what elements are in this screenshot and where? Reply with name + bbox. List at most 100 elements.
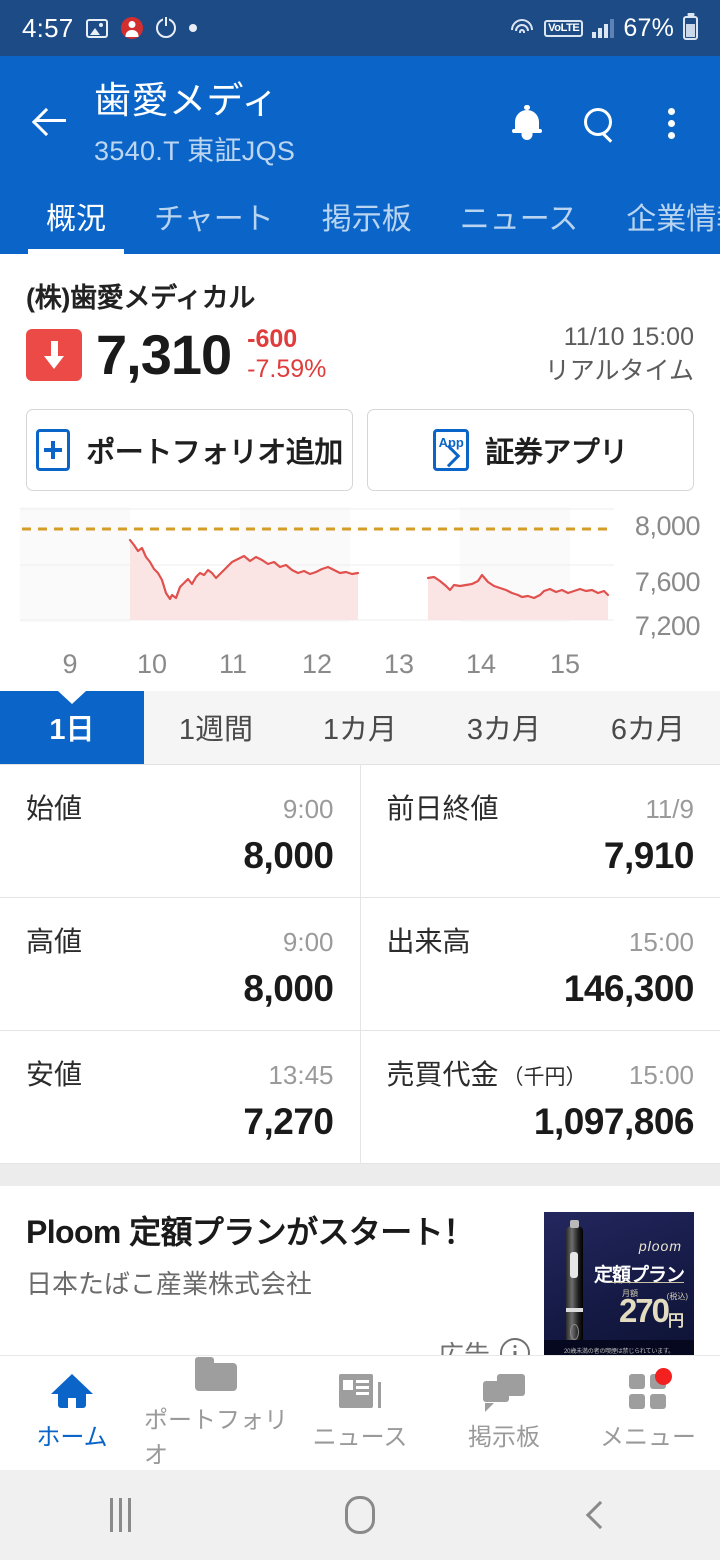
app-bar-actions (498, 74, 700, 152)
section-divider (0, 1163, 720, 1186)
stat-turnover: 売買代金 （千円） 15:00 1,097,806 (360, 1031, 720, 1164)
stat-time: 15:00 (628, 926, 694, 957)
stat-time: 11/9 (645, 793, 694, 824)
tab-news[interactable]: ニュース (459, 203, 579, 236)
x-tick-0: 9 (62, 648, 78, 679)
ad-price-value: 270 (618, 1291, 670, 1329)
device-button (570, 1323, 579, 1340)
stat-value: 8,000 (243, 834, 334, 876)
image-icon (86, 18, 109, 38)
device-band (566, 1307, 583, 1312)
ad-advertiser: 日本たばこ産業株式会社 (26, 1268, 313, 1299)
table-row: 高値 9:00 8,000 出来高 15:00 146,300 (0, 897, 720, 1031)
stats-table: 始値 9:00 8,000 前日終値 11/9 7,910 高値 9:00 8,… (0, 764, 720, 1164)
status-bar-right: VoLTE 67% (509, 14, 698, 43)
stat-label: 安値 (26, 1058, 83, 1090)
ad-text-group: Ploom 定額プランがスタート！ 日本たばこ産業株式会社 広告 (26, 1212, 544, 1372)
stat-label: 始値 (26, 792, 83, 824)
bottom-nav-home[interactable]: ホーム (0, 1356, 144, 1470)
tab-gaikyo[interactable]: 概況 (22, 194, 130, 254)
wifi-icon (509, 18, 535, 38)
recent-apps-icon (109, 1498, 131, 1532)
chart-plot-area (20, 506, 614, 622)
dot-icon (189, 24, 198, 32)
y-tick-1: 7,600 (634, 566, 701, 597)
x-tick-5: 14 (465, 648, 497, 679)
system-back-button[interactable] (480, 1500, 720, 1530)
y-tick-0: 8,000 (634, 510, 701, 541)
ad-plan-underline (610, 1281, 684, 1283)
ad-title: Ploom 定額プランがスタート！ (26, 1213, 475, 1250)
bell-icon (512, 105, 542, 140)
notification-button[interactable] (498, 94, 556, 152)
stat-value: 8,000 (243, 967, 334, 1009)
ad-creative-image[interactable]: ploom 定額プラン 月額 270 円 (税込) 20歳未満の者の喫煙は禁じら… (544, 1211, 694, 1362)
status-bar-left: 4:57 (22, 12, 198, 44)
period-3m[interactable]: 3カ月 (466, 714, 542, 746)
search-icon (584, 108, 614, 138)
stat-value: 7,910 (603, 834, 695, 876)
stat-label: 売買代金 (386, 1058, 499, 1090)
tab-board[interactable]: 掲示板 (321, 203, 412, 236)
board-icon (483, 1374, 525, 1412)
bottom-nav-board[interactable]: 掲示板 (432, 1356, 576, 1470)
period-6m[interactable]: 6カ月 (610, 714, 686, 746)
tab-company-info[interactable]: 企業情報 (626, 203, 720, 236)
stat-prev-close: 前日終値 11/9 7,910 (360, 765, 720, 898)
stat-unit: （千円） (502, 1065, 587, 1089)
tab-chart[interactable]: チャート (154, 203, 274, 236)
bottom-nav-label: 掲示板 (468, 1424, 540, 1451)
bottom-nav-label: ホーム (36, 1424, 108, 1451)
stat-time: 9:00 (282, 793, 334, 824)
period-1d[interactable]: 1日 (0, 690, 144, 764)
app-bar-top: 歯愛メディ 3540.T 東証JQS (20, 74, 700, 168)
price-change-percent: -7.59% (247, 354, 327, 383)
arrow-down-icon (26, 328, 82, 381)
current-price: 7,310 (96, 322, 232, 386)
overflow-menu-button[interactable] (642, 94, 700, 152)
stat-volume: 出来高 15:00 146,300 (360, 898, 720, 1031)
plus-box-icon (36, 428, 71, 471)
broker-app-button[interactable]: App 証券アプリ (367, 408, 694, 491)
stat-high: 高値 9:00 8,000 (0, 897, 361, 1031)
price-row: 7,310 -600 -7.59% 11/10 15:00 リアルタイム (0, 315, 720, 389)
add-to-portfolio-button[interactable]: ポートフォリオ追加 (26, 408, 353, 491)
bottom-nav-portfolio[interactable]: ポートフォリオ (144, 1356, 288, 1470)
period-1m[interactable]: 1カ月 (322, 714, 398, 746)
bottom-navigation: ホーム ポートフォリオ ニュース 掲示板 メニュー (0, 1355, 720, 1470)
table-row: 安値 13:45 7,270 売買代金 （千円） 15:00 1,097,806 (0, 1030, 720, 1164)
y-tick-2: 7,200 (634, 610, 701, 641)
stat-time: 9:00 (282, 926, 334, 957)
app-bar: 歯愛メディ 3540.T 東証JQS 概況 チャート 掲示板 ニュース 企業情報 (0, 56, 720, 254)
period-selector: 1日 1週間 1カ月 3カ月 6カ月 (0, 690, 720, 765)
quote-realtime-label: リアルタイム (544, 356, 694, 385)
ad-price-prefix: 月額 (622, 1288, 638, 1298)
stat-label: 高値 (26, 925, 83, 957)
search-button[interactable] (570, 94, 628, 152)
stat-label: 前日終値 (386, 792, 499, 824)
overflow-menu-icon (667, 107, 675, 139)
back-button[interactable] (20, 90, 80, 150)
back-arrow-icon (34, 104, 66, 136)
stat-low: 安値 13:45 7,270 (0, 1030, 361, 1164)
ploom-device-illustration (566, 1219, 583, 1344)
folder-icon (195, 1356, 237, 1391)
table-row: 始値 9:00 8,000 前日終値 11/9 7,910 (0, 764, 720, 898)
system-home-button[interactable] (240, 1496, 480, 1534)
page-subtitle: 3540.T 東証JQS (94, 135, 296, 166)
status-bar: 4:57 VoLTE 67% (0, 0, 720, 56)
bottom-nav-menu[interactable]: メニュー (576, 1356, 720, 1470)
battery-icon (683, 16, 698, 40)
x-tick-4: 13 (383, 648, 415, 679)
period-1w[interactable]: 1週間 (178, 714, 254, 746)
bottom-nav-news[interactable]: ニュース (288, 1356, 432, 1470)
company-name: (株)歯愛メディカル (26, 283, 256, 313)
broker-app-label: 証券アプリ (485, 436, 628, 469)
bottom-nav-label: ニュース (312, 1424, 408, 1451)
chart-y-axis: 8,000 7,600 7,200 (624, 507, 701, 647)
status-time: 4:57 (22, 12, 74, 43)
price-chart[interactable]: 8,000 7,600 7,200 (0, 491, 720, 647)
system-recent-apps-button[interactable] (0, 1498, 240, 1532)
stat-time: 15:00 (628, 1059, 694, 1090)
app-link-icon: App (433, 428, 470, 471)
